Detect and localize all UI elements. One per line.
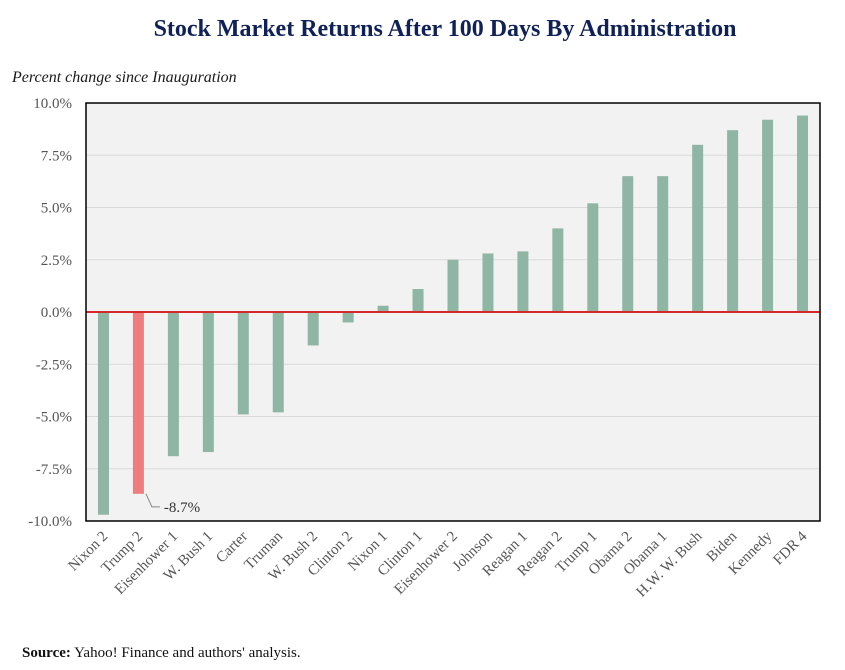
bar-clinton-2 — [342, 312, 354, 323]
x-tick-label: FDR 4 — [770, 528, 810, 568]
data-label-trump-2: -8.7% — [164, 500, 200, 516]
plot-frame — [85, 102, 821, 522]
source-label: Source: — [22, 645, 71, 661]
bar-w-bush-2 — [307, 312, 319, 346]
bar-eisenhower-2 — [447, 259, 459, 312]
bar-carter — [237, 312, 249, 415]
y-tick-label: -7.5% — [36, 462, 72, 478]
y-tick-label: 2.5% — [41, 253, 72, 269]
bar-eisenhower-1 — [167, 312, 179, 457]
bar-kennedy — [762, 119, 774, 312]
y-tick-label: -10.0% — [28, 514, 72, 530]
bar-trump-2 — [132, 312, 144, 494]
bar-h-w-w-bush — [692, 144, 704, 312]
bar-truman — [272, 312, 284, 413]
bar-reagan-1 — [517, 251, 529, 312]
bar-nixon-1 — [377, 305, 389, 312]
y-tick-label: -5.0% — [36, 410, 72, 426]
y-tick-label: 0.0% — [41, 305, 72, 321]
chart-subtitle: Percent change since Inauguration — [11, 69, 237, 86]
y-tick-label: 10.0% — [33, 96, 72, 112]
bar-obama-2 — [622, 176, 634, 312]
plot-area: 10.0% 7.5% 5.0% 2.5% 0.0% -2.5% -5.0% -7.5% -10.… — [28, 96, 821, 600]
y-tick-label: 5.0% — [41, 201, 72, 217]
bar-clinton-1 — [412, 289, 424, 312]
bar-nixon-2 — [97, 312, 109, 515]
bar-obama-1 — [657, 176, 669, 312]
bar-reagan-2 — [552, 228, 564, 312]
bar-w-bush-1 — [202, 312, 214, 453]
y-tick-label: -2.5% — [36, 357, 72, 373]
bar-trump-1 — [587, 203, 599, 312]
bar-fdr-4 — [797, 115, 809, 312]
chart-title: Stock Market Returns After 100 Days By A… — [154, 16, 737, 42]
bar-johnson — [482, 253, 494, 312]
y-tick-label: 7.5% — [41, 148, 72, 164]
source-text: Yahoo! Finance and authors' analysis. — [71, 645, 301, 661]
bar-biden — [727, 130, 739, 312]
annotation-leader-line — [145, 493, 160, 508]
source-note: Source: Yahoo! Finance and authors' anal… — [22, 645, 301, 661]
